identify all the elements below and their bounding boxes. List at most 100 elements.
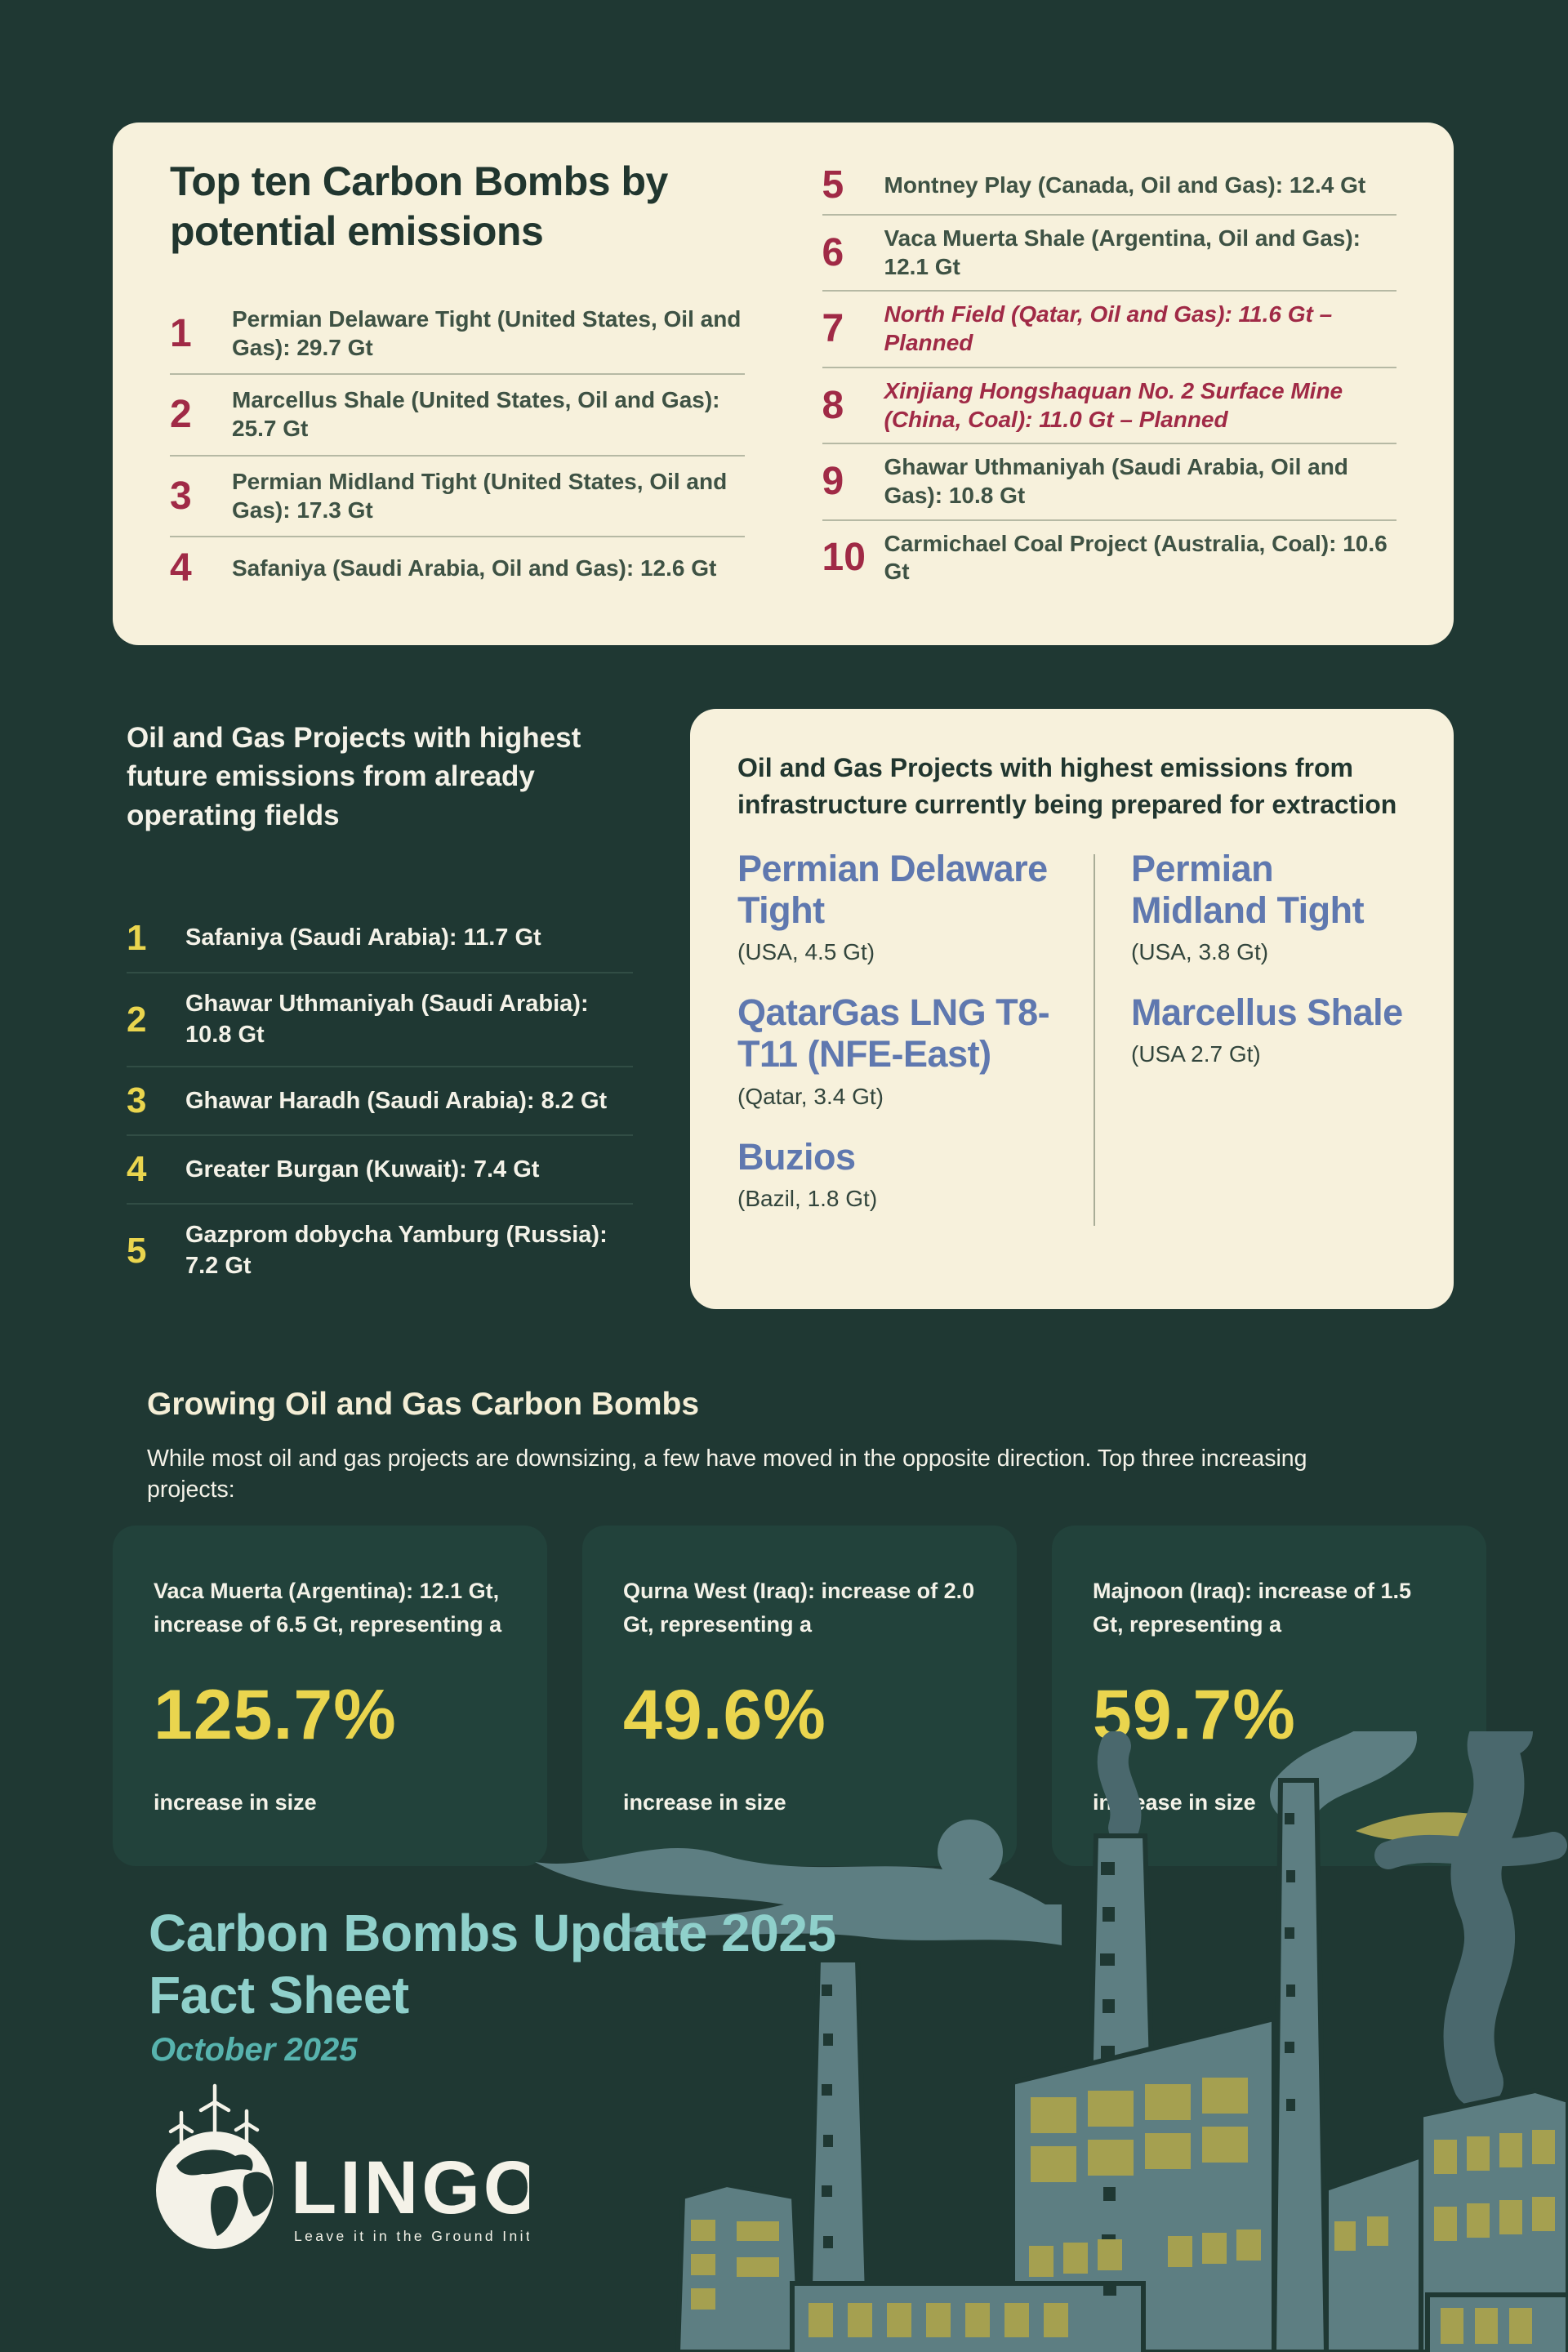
page-title-line2: Fact Sheet [149,1965,409,2025]
op-rank-item-3: 3 Ghawar Haradh (Saudi Arabia): 8.2 Gt [127,1067,633,1137]
project-detail: (USA, 3.8 Gt) [1131,939,1269,965]
lingo-logo: LINGO Leave it in the Ground Initiative [145,2081,580,2261]
card-percent: 49.6% [623,1676,826,1754]
card-intro: Qurna West (Iraq): increase of 2.0 Gt, r… [623,1579,975,1637]
op-rank-item-5: 5 Gazprom dobycha Yamburg (Russia): 7.2 … [127,1205,633,1297]
chimney-pattern [822,1813,1295,2296]
project-name: Buzios [737,1135,856,1178]
rank-item-3: 3 Permian Midland Tight (United States, … [170,457,745,538]
rank-number: 4 [170,546,192,590]
rank-number: 1 [170,311,192,355]
rank-number: 2 [170,393,192,437]
project-detail: (Qatar, 3.4 Gt) [737,1083,884,1109]
card-vaca-muerta: Vaca Muerta (Argentina): 12.1 Gt, increa… [113,1526,547,1866]
infrastructure-panel: Oil and Gas Projects with highest emissi… [690,709,1454,1309]
card-outro: increase in size [623,1790,786,1815]
rank-number: 1 [127,918,147,958]
factory-windows [691,2078,1555,2344]
project-name: Permian Delaware Tight [737,847,1048,931]
rank-item-7-planned: 7 North Field (Qatar, Oil and Gas): 11.6… [822,292,1396,368]
rank-number: 10 [822,536,866,580]
card-percent: 125.7% [154,1676,397,1754]
project-marcellus: Marcellus Shale (USA 2.7 Gt) [1131,991,1406,1067]
infrastructure-title: Oil and Gas Projects with highest emissi… [737,753,1397,819]
project-permian-midland: Permian Midland Tight (USA, 3.8 Gt) [1131,848,1406,966]
page-title-line1: Carbon Bombs Update 2025 [149,1904,836,1962]
project-qatargas: QatarGas LNG T8-T11 (NFE-East) (Qatar, 3… [737,991,1058,1110]
rank-item-4: 4 Safaniya (Saudi Arabia, Oil and Gas): … [170,537,745,599]
rank-item-9: 9 Ghawar Uthmaniyah (Saudi Arabia, Oil a… [822,444,1396,521]
rank-item-8-planned: 8 Xinjiang Hongshaquan No. 2 Surface Min… [822,368,1396,445]
operating-fields-title: Oil and Gas Projects with highest future… [127,722,581,831]
card-outro: increase in size [154,1790,317,1815]
infrastructure-left-column: Permian Delaware Tight (USA, 4.5 Gt) Qat… [737,848,1058,1238]
rank-text: Permian Delaware Tight (United States, O… [232,306,742,360]
rank-text: Vaca Muerta Shale (Argentina, Oil and Ga… [884,225,1361,279]
page-title: Carbon Bombs Update 2025 Fact Sheet [149,1903,836,2026]
rank-text: Ghawar Uthmaniyah (Saudi Arabia): 10.8 G… [185,991,589,1048]
rank-item-6: 6 Vaca Muerta Shale (Argentina, Oil and … [822,216,1396,292]
operating-fields-list: 1 Safaniya (Saudi Arabia): 11.7 Gt 2 Gha… [127,905,633,1298]
top-ten-left-column: Top ten Carbon Bombs by potential emissi… [170,157,745,621]
rank-text: Xinjiang Hongshaquan No. 2 Surface Mine … [884,377,1343,432]
rank-number: 3 [170,474,192,518]
rank-number: 5 [127,1231,147,1272]
rank-number: 5 [822,163,844,207]
rank-text: Permian Midland Tight (United States, Oi… [232,468,728,523]
rank-number: 7 [822,307,844,351]
project-detail: (USA, 4.5 Gt) [737,939,875,965]
project-name: QatarGas LNG T8-T11 (NFE-East) [737,991,1050,1076]
op-rank-item-2: 2 Ghawar Uthmaniyah (Saudi Arabia): 10.8… [127,973,633,1068]
card-intro: Majnoon (Iraq): increase of 1.5 Gt, repr… [1093,1579,1412,1637]
rank-text: Marcellus Shale (United States, Oil and … [232,387,720,442]
project-name: Permian Midland Tight [1131,847,1365,931]
card-intro: Vaca Muerta (Argentina): 12.1 Gt, increa… [154,1579,502,1637]
project-buzios: Buzios (Bazil, 1.8 Gt) [737,1136,1058,1212]
project-permian-delaware: Permian Delaware Tight (USA, 4.5 Gt) [737,848,1058,966]
rank-number: 3 [127,1080,147,1121]
growing-section-title: Growing Oil and Gas Carbon Bombs [147,1387,700,1422]
rank-number: 4 [127,1149,147,1190]
top-ten-title: Top ten Carbon Bombs by potential emissi… [170,158,668,254]
factory-buildings [675,1778,1568,2352]
rank-text: Ghawar Uthmaniyah (Saudi Arabia, Oil and… [884,454,1348,509]
rank-text: Greater Burgan (Kuwait): 7.4 Gt [185,1156,540,1183]
top-ten-panel: Top ten Carbon Bombs by potential emissi… [113,122,1454,645]
rank-text: Montney Play (Canada, Oil and Gas): 12.4… [884,172,1366,198]
rank-text: Carmichael Coal Project (Australia, Coal… [884,530,1388,585]
rank-item-5: 5 Montney Play (Canada, Oil and Gas): 12… [822,157,1396,216]
rank-text: Safaniya (Saudi Arabia): 11.7 Gt [185,924,541,951]
lingo-logo-graphic: LINGO Leave it in the Ground Initiative [156,2083,580,2249]
project-detail: (USA 2.7 Gt) [1131,1041,1261,1067]
globe-icon [156,2132,274,2249]
rank-number: 2 [127,999,147,1040]
op-rank-item-4: 4 Greater Burgan (Kuwait): 7.4 Gt [127,1136,633,1205]
logo-tagline: Leave it in the Ground Initiative [294,2228,529,2244]
growing-cards-row: Vaca Muerta (Argentina): 12.1 Gt, increa… [113,1526,1486,1866]
rank-item-2: 2 Marcellus Shale (United States, Oil an… [170,375,745,457]
operating-fields-section: Oil and Gas Projects with highest future… [127,719,633,835]
page-date: October 2025 [150,2032,358,2068]
rank-text: Ghawar Haradh (Saudi Arabia): 8.2 Gt [185,1087,608,1114]
top-ten-list-1-4: 1 Permian Delaware Tight (United States,… [170,294,745,599]
top-ten-right-column: 5 Montney Play (Canada, Oil and Gas): 12… [822,157,1397,621]
logo-wordmark: LINGO [291,2146,529,2230]
rank-item-1: 1 Permian Delaware Tight (United States,… [170,294,745,376]
rank-number: 9 [822,460,844,504]
wind-turbine-icon [168,2083,260,2152]
project-name: Marcellus Shale [1131,991,1403,1034]
rank-item-10: 10 Carmichael Coal Project (Australia, C… [822,521,1397,595]
growing-section-subtitle: While most oil and gas projects are down… [147,1446,1307,1503]
top-ten-list-5-10: 5 Montney Play (Canada, Oil and Gas): 12… [822,157,1397,595]
rank-number: 6 [822,230,844,274]
infrastructure-columns: Permian Delaware Tight (USA, 4.5 Gt) Qat… [737,848,1406,1238]
factory-illustration [535,1731,1568,2352]
rank-number: 8 [822,383,844,427]
project-detail: (Bazil, 1.8 Gt) [737,1186,878,1212]
column-divider [1094,853,1095,1226]
rank-text: Gazprom dobycha Yamburg (Russia): 7.2 Gt [185,1222,608,1280]
rank-text: Safaniya (Saudi Arabia, Oil and Gas): 12… [232,555,717,581]
card-qurna-west: Qurna West (Iraq): increase of 2.0 Gt, r… [582,1526,1017,1866]
infrastructure-right-column: Permian Midland Tight (USA, 3.8 Gt) Marc… [1131,848,1406,1238]
